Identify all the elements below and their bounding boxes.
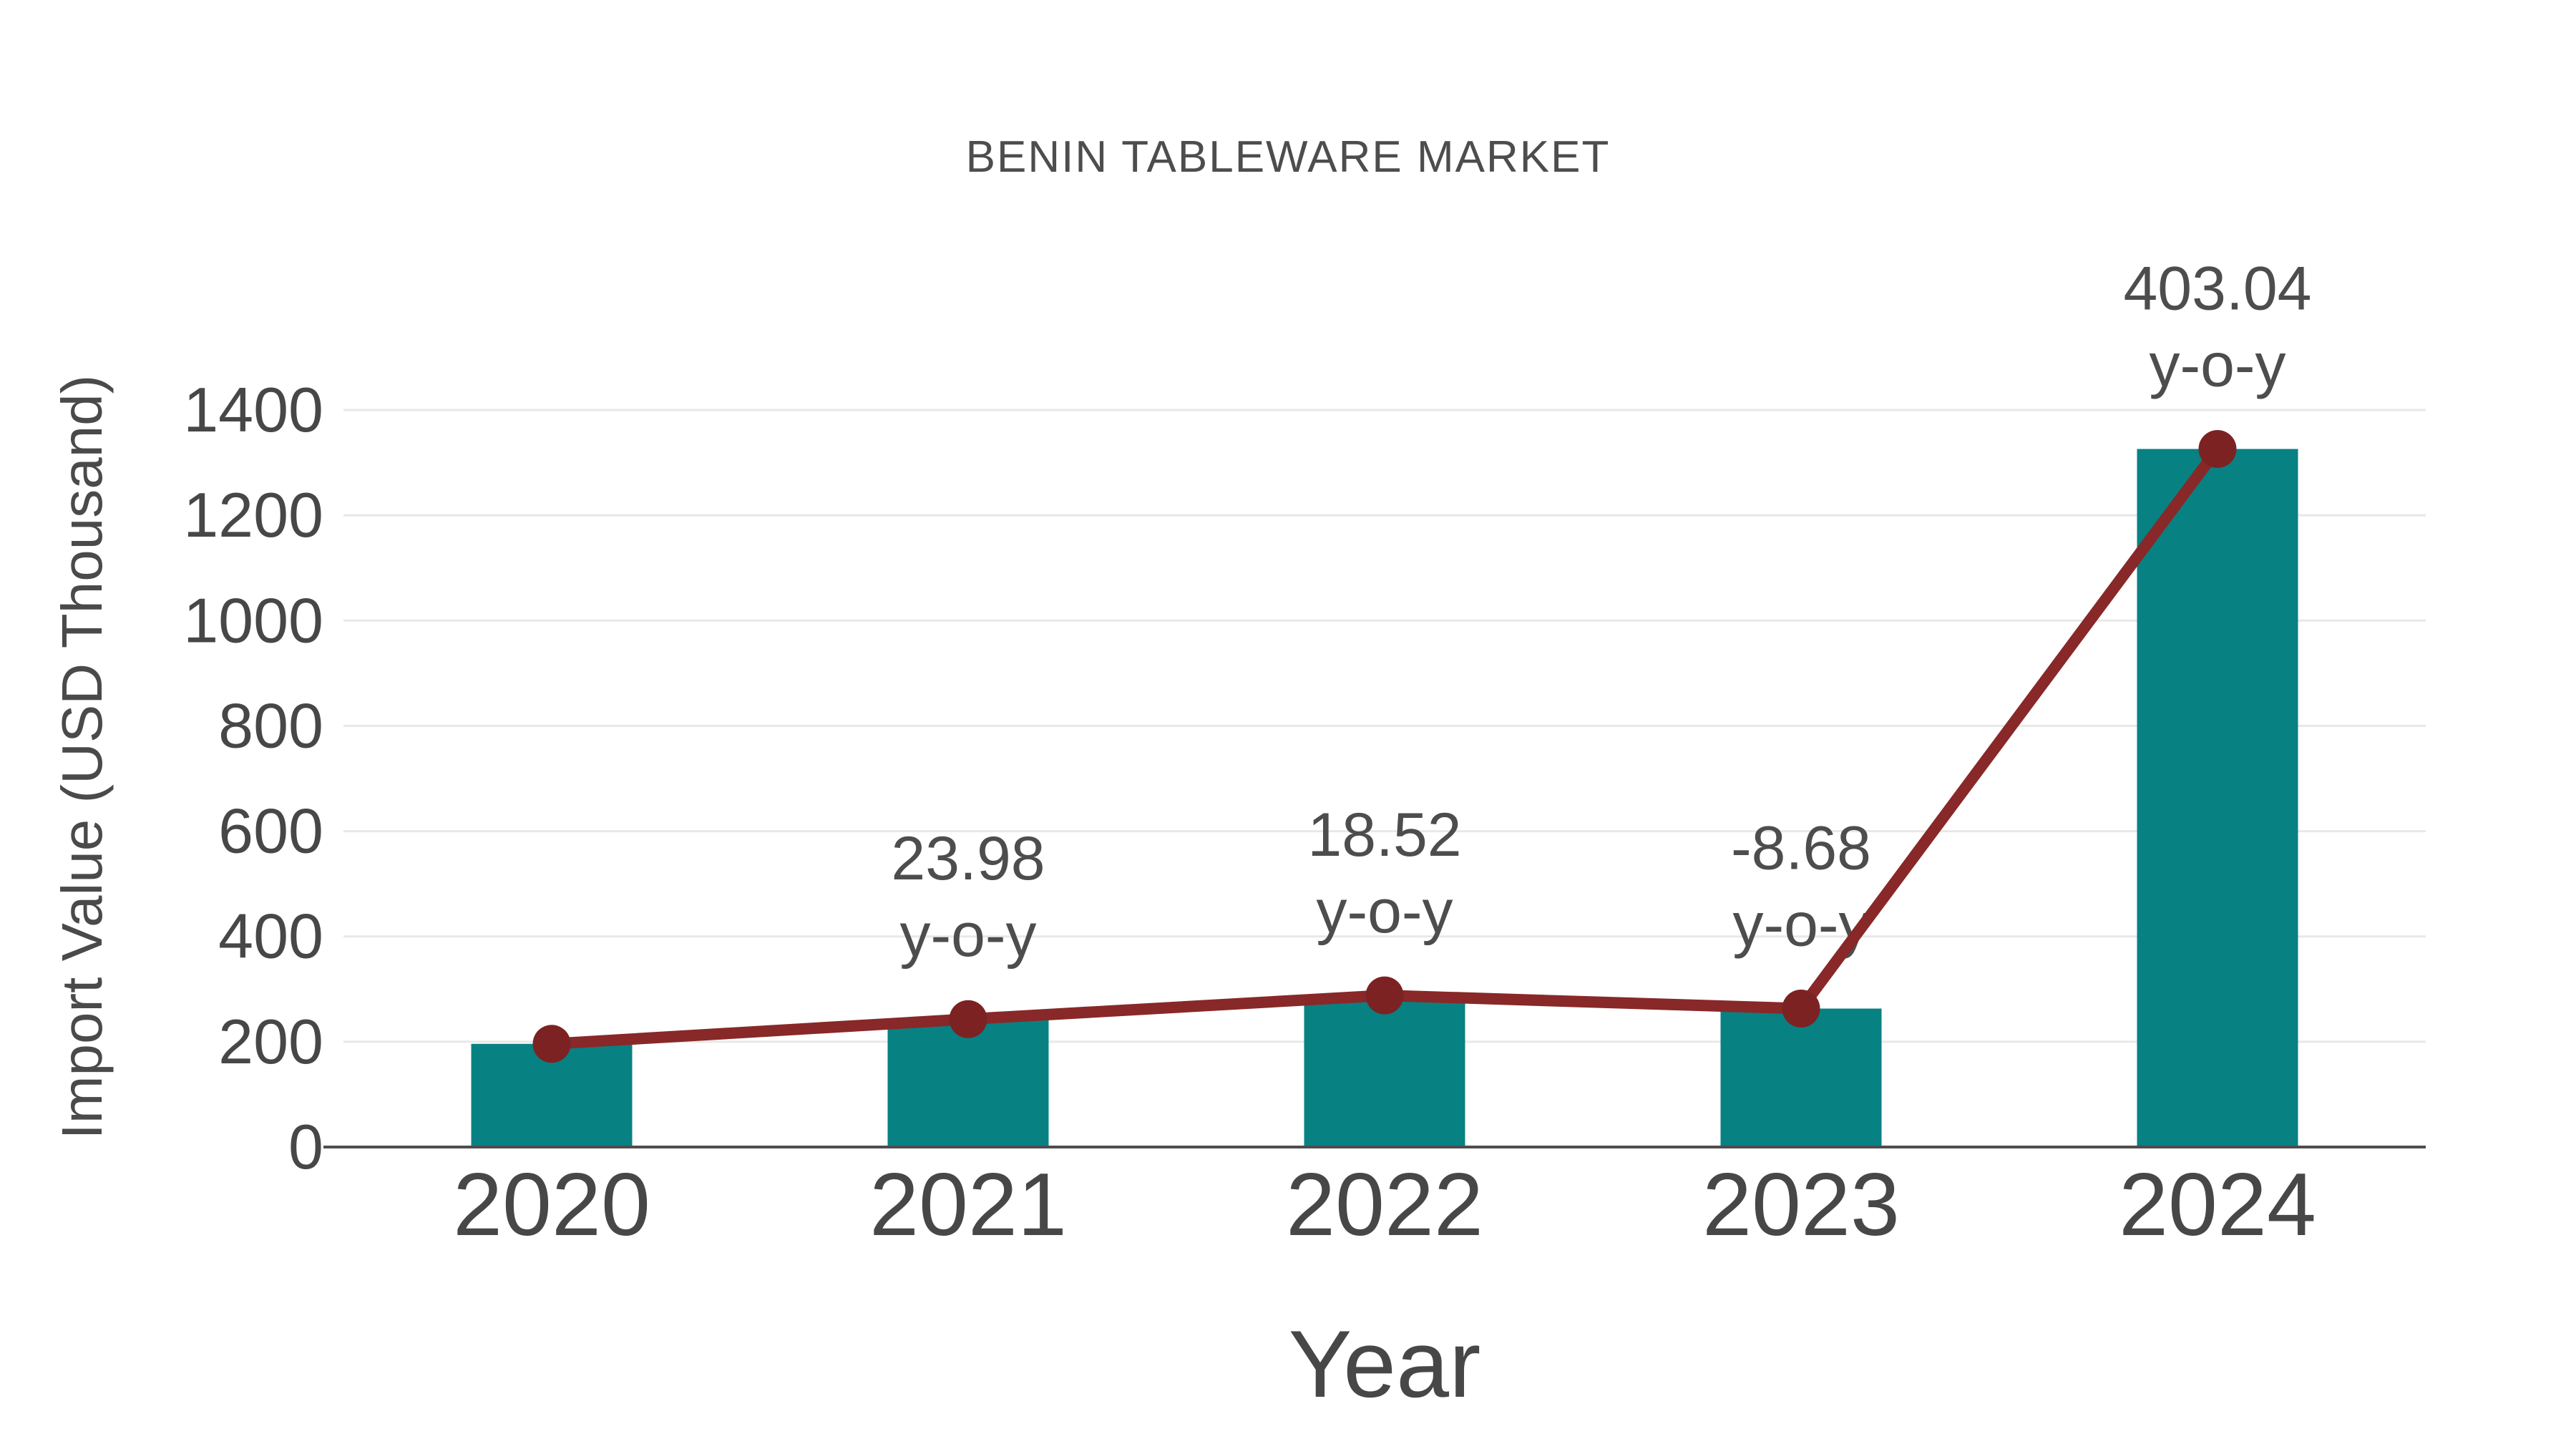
tick-labels-layer: 0 200 400 600 800 1000 1200 1400 2020 2021 2022 202…: [183, 374, 2316, 1254]
trend-marker-2024: [2198, 429, 2237, 468]
data-label-2024-value: 403.04: [2123, 254, 2311, 323]
y-tick-label-1200: 1200: [183, 479, 323, 550]
x-tick-label-2022: 2022: [1286, 1156, 1483, 1254]
data-label-2023-value: -8.68: [1731, 814, 1871, 883]
trend-marker-2020: [532, 1025, 571, 1063]
x-tick-label-2024: 2024: [2119, 1156, 2316, 1254]
trend-marker-2021: [949, 1000, 987, 1038]
grid-layer: [343, 409, 2426, 1043]
x-axis-title: Year: [1289, 1312, 1481, 1418]
data-label-2021-unit: y-o-y: [899, 901, 1036, 970]
bar-2023: [1720, 1008, 1882, 1147]
trend-line-layer: [532, 429, 2237, 1063]
trend-line: [546, 443, 2223, 1050]
bar-2022: [1304, 995, 1465, 1147]
trend-marker-2023: [1782, 990, 1820, 1028]
y-tick-label-800: 800: [218, 690, 323, 761]
y-tick-label-1400: 1400: [183, 374, 323, 445]
y-axis-title: Import Value (USD Thousand): [50, 375, 114, 1140]
bar-2024: [2137, 449, 2298, 1147]
chart-title: BENIN TABLEWARE MARKET: [966, 132, 1611, 182]
x-tick-label-2020: 2020: [453, 1156, 650, 1254]
bar-2021: [887, 1019, 1049, 1147]
y-tick-label-1000: 1000: [183, 585, 323, 655]
y-tick-label-400: 400: [218, 901, 323, 972]
y-tick-label-200: 200: [218, 1006, 323, 1077]
data-label-2022-value: 18.52: [1307, 801, 1461, 869]
y-tick-label-0: 0: [288, 1111, 323, 1182]
y-tick-label-600: 600: [218, 796, 323, 867]
bars-layer: [471, 449, 2298, 1147]
x-tick-label-2023: 2023: [1702, 1156, 1900, 1254]
x-tick-label-2021: 2021: [869, 1156, 1067, 1254]
trend-marker-2022: [1365, 976, 1404, 1015]
data-label-2024-unit: y-o-y: [2149, 331, 2285, 399]
data-label-2022-unit: y-o-y: [1316, 877, 1453, 946]
data-label-2021-value: 23.98: [891, 824, 1045, 893]
